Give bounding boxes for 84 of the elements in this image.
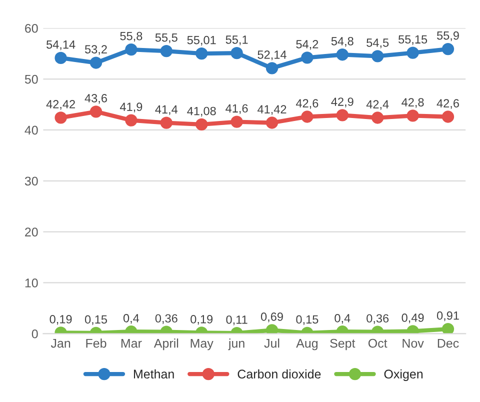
point [196, 47, 208, 60]
point [336, 109, 348, 122]
point [442, 322, 454, 334]
data-label: 54,14 [46, 40, 76, 50]
point [230, 116, 243, 128]
point [266, 62, 278, 74]
x-tick-label: jun [228, 338, 244, 350]
data-label: 0,4 [123, 314, 140, 324]
x-tick-label: May [190, 338, 214, 350]
data-label: 41,42 [258, 105, 286, 115]
data-label: 54,2 [296, 40, 318, 50]
x-tick-label: Dec [438, 338, 459, 348]
point [160, 44, 172, 58]
x-tick-label: Mar [121, 338, 142, 348]
point [442, 42, 454, 56]
data-label: 54,8 [331, 36, 354, 47]
data-label: 55,15 [398, 35, 428, 45]
data-label: 42,42 [46, 100, 75, 110]
data-label: 42,6 [436, 99, 459, 109]
legend-label: Methan [134, 369, 174, 379]
point [90, 106, 102, 118]
data-label: 42,9 [331, 98, 354, 108]
point [54, 52, 67, 64]
data-label: 55,8 [120, 32, 142, 42]
data-label: 53,2 [84, 45, 107, 55]
data-label: 0,36 [155, 314, 178, 324]
point [406, 110, 419, 122]
point [196, 118, 208, 131]
point [230, 47, 243, 60]
data-label: 42,4 [366, 100, 389, 110]
point [406, 46, 419, 59]
point [90, 56, 102, 69]
point [372, 50, 384, 62]
data-label: 0,19 [190, 315, 213, 325]
x-tick-label: Aug [296, 338, 318, 350]
data-label: 0,36 [366, 314, 389, 324]
point [125, 114, 138, 126]
data-label: 55,1 [226, 36, 248, 46]
data-label: 52,14 [258, 50, 286, 60]
data-label: 0,91 [436, 311, 459, 322]
data-label: 0,69 [260, 312, 283, 322]
data-label: 0,11 [226, 315, 248, 326]
point [125, 43, 138, 56]
data-label: 42,6 [296, 99, 318, 109]
y-tick-label: 20 [25, 228, 38, 236]
data-label: 55,5 [155, 34, 178, 44]
data-label: 54,5 [366, 38, 389, 48]
data-label: 42,8 [402, 98, 424, 108]
y-tick-label: 30 [24, 176, 38, 186]
x-tick-label: Jan [50, 338, 70, 348]
x-tick-label: Jul [264, 338, 280, 348]
legend-label: Oxigen [384, 369, 423, 382]
x-tick-label: Feb [86, 338, 106, 348]
x-tick-label: Nov [402, 338, 424, 348]
data-label: 55,01 [187, 36, 216, 46]
y-tick-label: 10 [25, 278, 38, 288]
x-tick-label: Oct [368, 338, 388, 348]
data-label: 0,4 [334, 314, 350, 324]
data-label: 0,15 [84, 315, 107, 326]
data-label: 55,9 [436, 31, 459, 42]
y-tick-label: 60 [25, 24, 38, 33]
data-label: 41,9 [120, 102, 142, 112]
point [301, 52, 314, 64]
y-tick-label: 0 [32, 329, 38, 338]
point [54, 112, 67, 124]
data-label: 0,15 [296, 315, 318, 326]
x-tick-label: Sept [330, 338, 356, 350]
data-label: 41,4 [155, 105, 178, 115]
data-label: 0,19 [50, 315, 72, 325]
point [160, 116, 172, 129]
point [266, 324, 278, 334]
point [442, 110, 454, 123]
y-tick-label: 40 [24, 126, 38, 135]
y-tick-label: 50 [24, 74, 38, 84]
x-tick-label: April [154, 338, 178, 350]
data-label: 41,6 [226, 104, 248, 114]
data-label: 0,49 [402, 314, 424, 324]
point [336, 48, 348, 61]
data-label: 43,6 [84, 94, 107, 104]
point [266, 116, 278, 129]
legend-label: Carbon dioxide [238, 369, 321, 379]
data-label: 41,08 [187, 106, 216, 117]
point [372, 112, 384, 124]
point [301, 110, 314, 123]
